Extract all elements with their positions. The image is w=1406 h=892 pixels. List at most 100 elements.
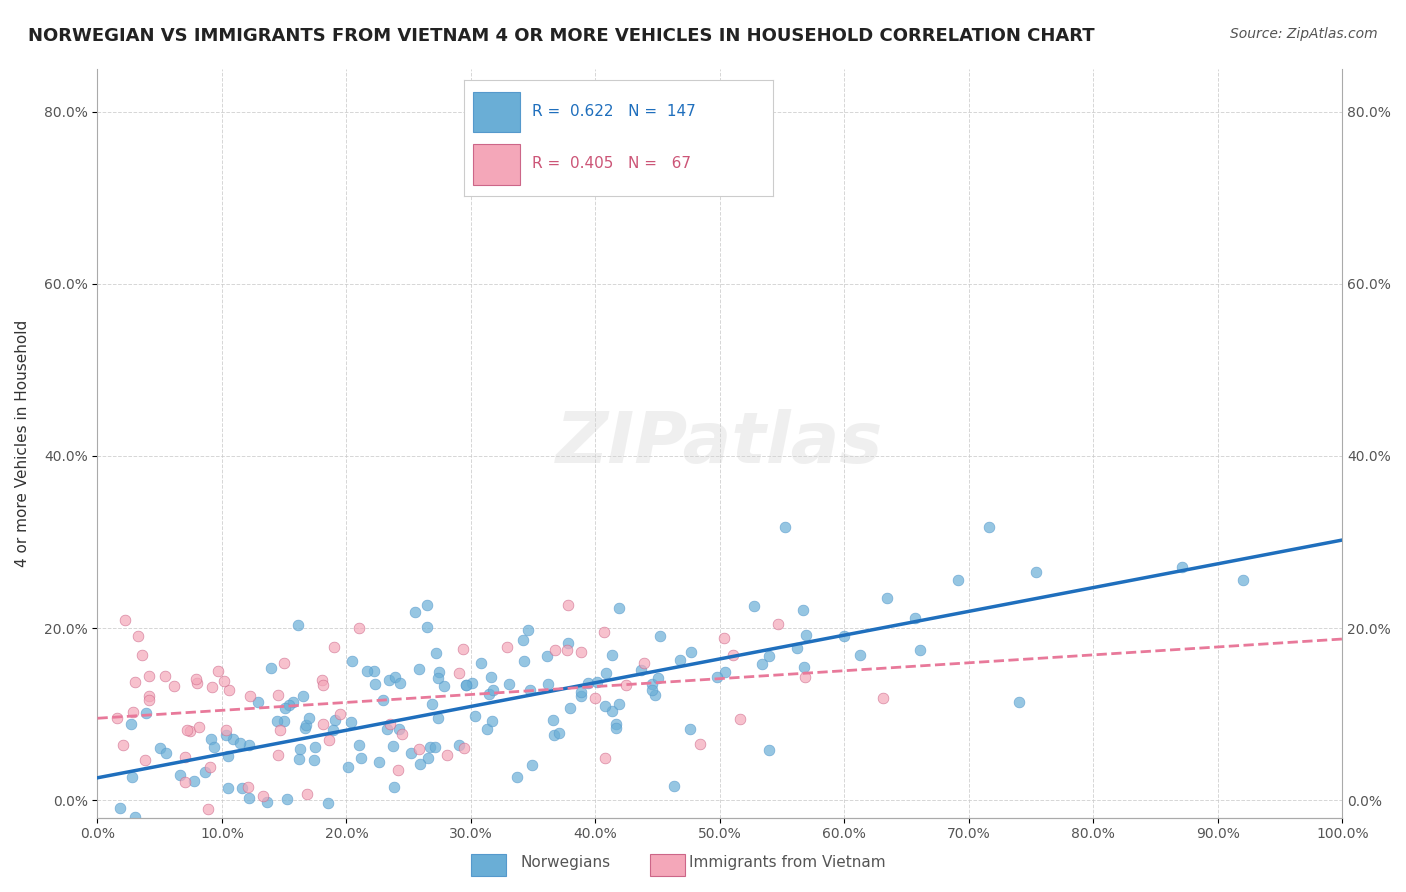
Point — [155, 669, 177, 683]
Point — [977, 519, 1000, 533]
Point — [832, 629, 855, 643]
Point — [131, 648, 153, 662]
Bar — [474, 92, 520, 132]
Point — [512, 633, 534, 648]
Point — [169, 768, 191, 782]
Point — [713, 665, 735, 679]
Point — [378, 717, 401, 731]
Point — [630, 663, 652, 677]
Point — [186, 675, 208, 690]
Point — [794, 628, 817, 642]
Point — [337, 760, 360, 774]
Point — [218, 683, 240, 698]
Point — [356, 664, 378, 678]
Point — [679, 645, 702, 659]
Point — [271, 830, 294, 845]
Point — [121, 770, 143, 784]
Point — [311, 673, 333, 688]
Point — [288, 752, 311, 766]
Point — [294, 721, 316, 735]
Text: Immigrants from Vietnam: Immigrants from Vietnam — [689, 855, 886, 870]
Point — [605, 721, 627, 735]
Point — [239, 689, 262, 703]
Point — [595, 666, 617, 681]
Point — [364, 677, 387, 691]
Point — [583, 690, 606, 705]
Text: R =  0.622   N =  147: R = 0.622 N = 147 — [531, 104, 696, 120]
Point — [155, 747, 177, 761]
Point — [647, 671, 669, 685]
Point — [256, 795, 278, 809]
Point — [650, 629, 672, 643]
Point — [536, 649, 558, 664]
Point — [127, 629, 149, 643]
Point — [329, 706, 352, 721]
Point — [399, 747, 422, 761]
Point — [174, 775, 197, 789]
Point — [138, 693, 160, 707]
Point — [571, 684, 593, 698]
Point — [273, 701, 295, 715]
Point — [427, 711, 450, 725]
Point — [416, 750, 439, 764]
Point — [558, 701, 581, 715]
Point — [273, 714, 295, 728]
Point — [122, 706, 145, 720]
Point — [145, 855, 167, 870]
Point — [408, 757, 430, 772]
Point — [135, 706, 157, 721]
Point — [224, 820, 246, 834]
Point — [281, 695, 304, 709]
Point — [312, 678, 335, 692]
Point — [246, 694, 269, 708]
Point — [425, 646, 447, 660]
Point — [108, 801, 131, 815]
Point — [479, 670, 502, 684]
Point — [758, 648, 780, 663]
Point — [149, 741, 172, 756]
Point — [713, 631, 735, 645]
Point — [449, 738, 471, 752]
Point — [229, 736, 252, 750]
Point — [124, 675, 146, 690]
Point — [607, 601, 630, 615]
Point — [200, 759, 222, 773]
Point — [605, 717, 627, 731]
Point — [908, 643, 931, 657]
Point — [273, 657, 295, 671]
Point — [470, 656, 492, 670]
Point — [408, 742, 430, 756]
Point — [425, 740, 447, 755]
Point — [576, 676, 599, 690]
Point — [408, 662, 430, 676]
Point — [200, 731, 222, 746]
Point — [221, 732, 243, 747]
Point — [276, 792, 298, 806]
Point — [311, 717, 333, 731]
Point — [419, 739, 441, 754]
Point — [187, 720, 209, 734]
Point — [176, 723, 198, 738]
Point — [215, 729, 238, 743]
Point — [267, 747, 290, 762]
Point — [134, 753, 156, 767]
Point — [304, 753, 326, 767]
Point — [388, 722, 411, 736]
Point — [602, 648, 624, 662]
Point — [742, 599, 765, 614]
Point — [904, 611, 927, 625]
Point — [633, 657, 655, 671]
Point — [350, 751, 373, 765]
Point — [593, 698, 616, 713]
Point — [586, 675, 609, 690]
Point — [498, 676, 520, 690]
Point — [277, 698, 299, 712]
Point — [451, 641, 474, 656]
Point — [723, 648, 745, 662]
Point — [543, 713, 565, 727]
Point — [201, 681, 224, 695]
Point — [449, 665, 471, 680]
Point — [382, 780, 405, 794]
Bar — [474, 144, 520, 185]
Point — [786, 640, 808, 655]
